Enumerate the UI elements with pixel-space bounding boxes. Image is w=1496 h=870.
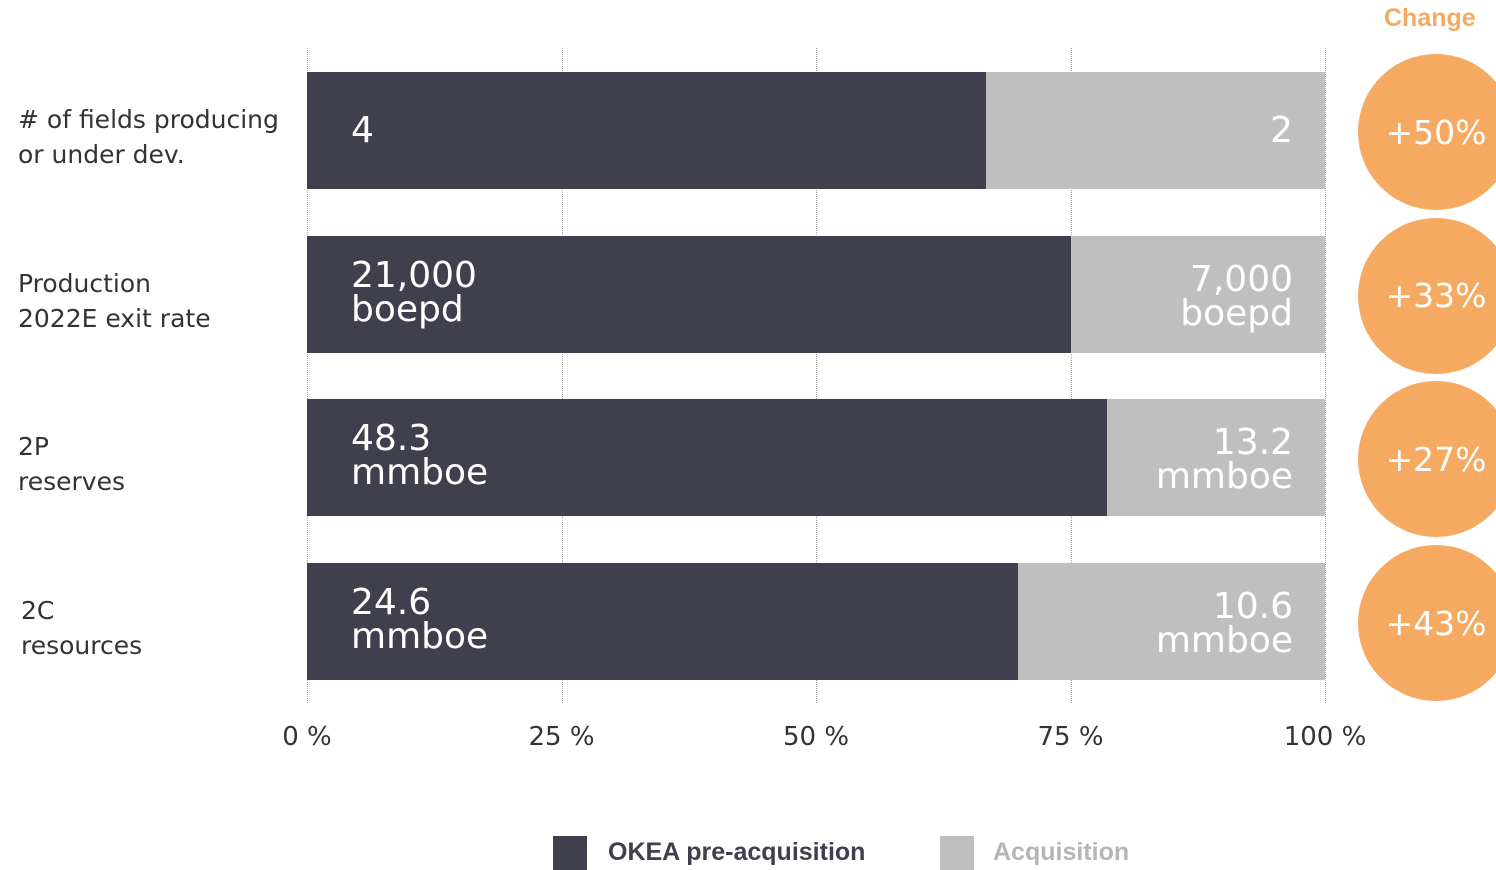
legend-swatch-acquisition bbox=[940, 836, 974, 870]
gridline bbox=[561, 48, 563, 703]
data-label-acquisition: 10.6 mmboe bbox=[1155, 586, 1293, 662]
x-tick-label: 0 % bbox=[282, 722, 332, 752]
data-label-pre-acquisition: 21,000 boepd bbox=[351, 254, 477, 330]
x-tick-label: 25 % bbox=[528, 722, 595, 752]
category-label: Production 2022E exit rate bbox=[18, 268, 211, 333]
legend-label-acquisition: Acquisition bbox=[993, 838, 1130, 866]
data-label-pre-acquisition: 48.3 mmboe bbox=[351, 418, 489, 494]
x-tick-label: 50 % bbox=[782, 722, 850, 752]
gridline bbox=[307, 48, 308, 703]
category-label: 2C resources bbox=[21, 596, 143, 661]
data-label-acquisition: 13.2 mmboe bbox=[1155, 422, 1293, 498]
bar-acquisition bbox=[1106, 399, 1325, 517]
legend-swatch-pre-acquisition bbox=[553, 836, 587, 870]
data-label-acquisition: 7,000 boepd bbox=[1180, 258, 1293, 334]
legend-label-pre-acquisition: OKEA pre-acquisition bbox=[608, 838, 866, 866]
change-badge: +43% bbox=[1358, 545, 1496, 702]
change-badge: +50% bbox=[1358, 54, 1496, 210]
bar-pre-acquisition bbox=[307, 399, 1107, 517]
x-tick-label: 75 % bbox=[1037, 722, 1104, 752]
bar-acquisition bbox=[1018, 563, 1325, 681]
gridline bbox=[816, 48, 817, 703]
bar-pre-acquisition bbox=[307, 235, 1071, 353]
gridline bbox=[1325, 48, 1326, 703]
category-label: # of fields producing or under dev. bbox=[18, 105, 279, 169]
data-label-pre-acquisition: 24.6 mmboe bbox=[351, 582, 489, 658]
bar-acquisition bbox=[985, 72, 1325, 189]
category-label: 2P reserves bbox=[18, 432, 125, 497]
gridline bbox=[1070, 48, 1072, 703]
change-badge: +33% bbox=[1358, 217, 1496, 374]
bar-pre-acquisition bbox=[307, 72, 986, 189]
data-label-acquisition: 2 bbox=[1270, 110, 1293, 151]
change-header: Change bbox=[1384, 4, 1476, 32]
bar-acquisition bbox=[1070, 235, 1325, 353]
change-badge: +27% bbox=[1358, 381, 1496, 538]
bar-pre-acquisition bbox=[307, 563, 1019, 681]
data-label-pre-acquisition: 4 bbox=[351, 110, 374, 151]
x-tick-label: 100 % bbox=[1283, 722, 1367, 752]
